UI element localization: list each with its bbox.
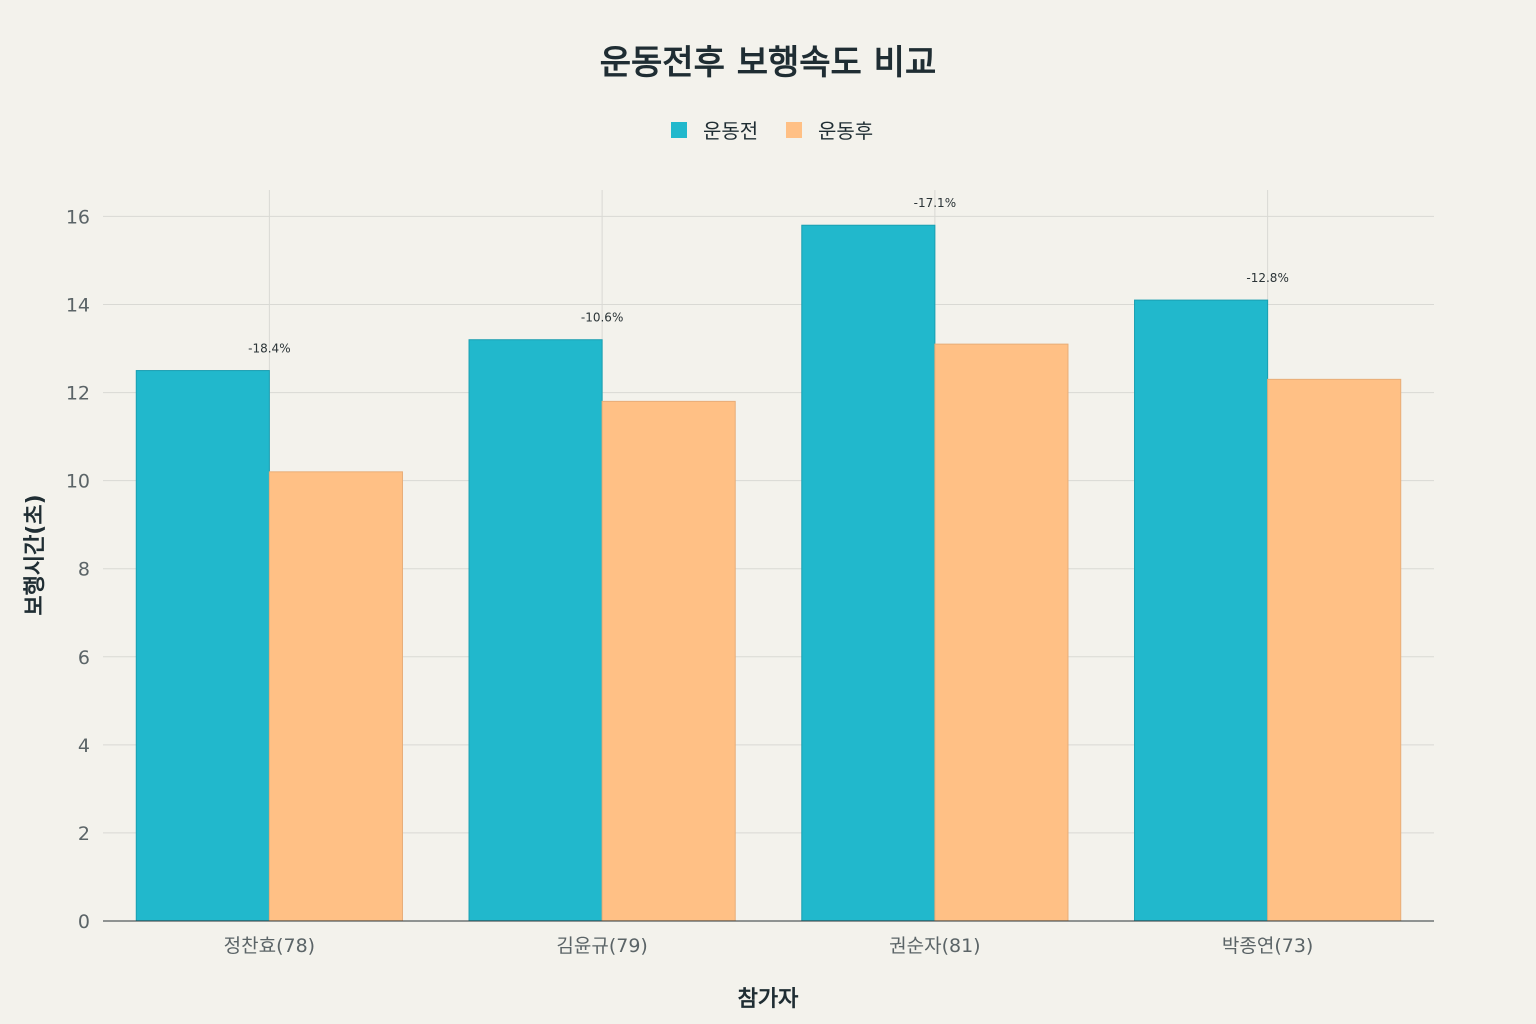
x-axis-ticks: 정찬효(78) 김윤규(79) 권순자(81) 박종연(73) — [224, 935, 1314, 957]
y-axis-title: 보행시간(초) — [23, 494, 48, 615]
bar-after-1 — [601, 400, 736, 922]
bar-after-0 — [268, 471, 403, 922]
bar-after-3 — [1267, 378, 1402, 922]
y-axis-ticks: 0 2 4 6 8 10 12 14 16 — [66, 206, 90, 933]
bar-before-2 — [801, 224, 936, 922]
x-tick-label: 권순자(81) — [889, 935, 980, 957]
annotations: -18.4% -10.6% -17.1% -12.8% — [248, 196, 1289, 355]
bar-before-3 — [1134, 299, 1269, 922]
change-annotation: -17.1% — [914, 196, 956, 210]
legend-label-before: 운동전 — [703, 119, 758, 143]
bar-before-1 — [468, 339, 603, 922]
y-tick-label: 12 — [66, 383, 90, 405]
y-tick-label: 6 — [78, 647, 90, 669]
legend-swatch-after — [786, 122, 802, 138]
x-tick-label: 김윤규(79) — [556, 935, 647, 957]
y-tick-label: 2 — [78, 823, 90, 845]
change-annotation: -10.6% — [581, 311, 623, 325]
y-tick-label: 4 — [78, 735, 90, 757]
change-annotation: -18.4% — [248, 342, 290, 356]
legend-label-after: 운동후 — [818, 119, 873, 143]
y-tick-label: 14 — [66, 294, 90, 316]
x-tick-label: 정찬효(78) — [224, 935, 315, 957]
y-tick-label: 16 — [66, 206, 90, 228]
chart-title: 운동전후 보행속도 비교 — [600, 43, 936, 83]
bar-before-0 — [135, 370, 270, 922]
y-tick-label: 0 — [78, 911, 90, 933]
y-tick-label: 8 — [78, 559, 90, 581]
x-axis-title: 참가자 — [738, 987, 799, 1012]
change-annotation: -12.8% — [1246, 271, 1288, 285]
bar-after-2 — [934, 343, 1069, 922]
legend: 운동전 운동후 — [671, 119, 873, 143]
x-tick-label: 박종연(73) — [1222, 935, 1313, 957]
legend-swatch-before — [671, 122, 687, 138]
y-tick-label: 10 — [66, 471, 90, 493]
bars — [135, 224, 1402, 922]
